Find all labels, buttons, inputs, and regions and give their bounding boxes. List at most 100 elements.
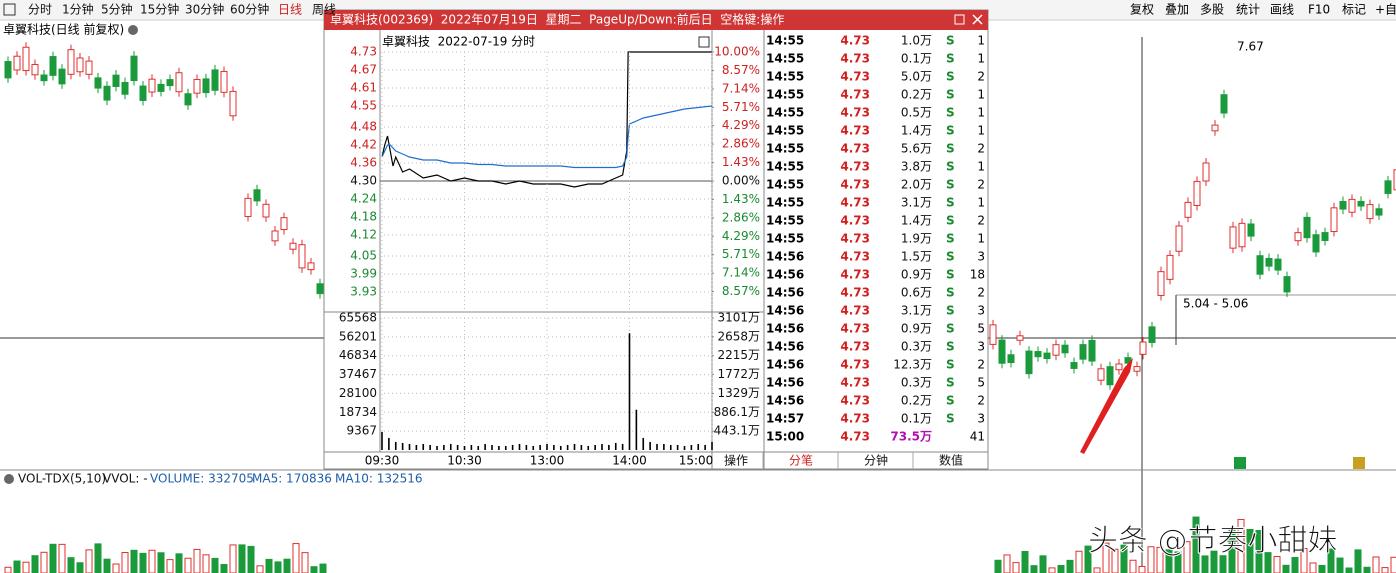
volume-bar <box>1381 567 1389 573</box>
trade-price: 4.73 <box>840 160 870 174</box>
trade-side: S <box>946 250 955 264</box>
candle-body <box>67 49 75 75</box>
toolbar-item[interactable]: 多股 <box>1200 3 1224 17</box>
tab[interactable]: 分笔 <box>789 453 813 468</box>
volume-bar <box>711 441 713 450</box>
x-tick-label: 15:00 <box>679 454 714 468</box>
y-tick-label: 3.93 <box>350 285 377 299</box>
candle-body <box>40 74 48 82</box>
volume-header-item: MA5: 170836 <box>252 472 332 486</box>
panel-icon[interactable] <box>698 36 710 48</box>
toolbar-item[interactable]: +自 <box>1375 3 1396 17</box>
tab[interactable]: 操作 <box>724 453 748 468</box>
volume-bar <box>292 543 300 573</box>
y2-tick-label: 1.43% <box>722 155 760 169</box>
volume-bar <box>1345 567 1353 573</box>
candle-body <box>121 81 129 95</box>
toolbar-item[interactable]: 1分钟 <box>62 2 94 17</box>
tab[interactable]: 分钟 <box>864 453 888 468</box>
volume-bar <box>1237 518 1245 573</box>
dropdown-icon[interactable] <box>128 25 138 35</box>
volume-bar <box>1057 565 1065 573</box>
y2-tick-label: 7.14% <box>722 81 760 95</box>
tab[interactable]: 数值 <box>939 453 963 468</box>
volume-bar <box>1309 562 1317 573</box>
candle-body <box>1303 216 1311 239</box>
volume-bar <box>112 563 120 573</box>
dropdown-icon[interactable] <box>4 474 14 484</box>
trade-time: 14:55 <box>766 70 804 84</box>
trade-count: 1 <box>977 124 985 138</box>
candle-body <box>76 57 84 73</box>
volume-bar <box>40 551 48 573</box>
toolbar-item[interactable]: 15分钟 <box>140 2 179 17</box>
trade-count: 5 <box>977 376 985 390</box>
volume-bar <box>238 544 246 573</box>
toolbar-item[interactable]: 日线 <box>278 3 302 17</box>
candle-body <box>1274 258 1282 271</box>
volume-bar <box>422 443 425 450</box>
volume-bar <box>690 444 693 450</box>
volume-bar <box>532 445 535 450</box>
trade-price: 4.73 <box>840 430 870 444</box>
toolbar-item[interactable]: 复权 <box>1130 3 1154 17</box>
candle-body <box>1283 276 1291 293</box>
trade-price: 4.73 <box>840 178 870 192</box>
volume-bar <box>697 443 700 450</box>
volume-bar <box>184 557 192 573</box>
volume-bar <box>4 566 12 573</box>
candle-body <box>1166 254 1174 280</box>
toolbar-item[interactable]: 标记 <box>1342 3 1366 17</box>
trade-count: 2 <box>977 178 985 192</box>
toolbar-item[interactable]: 统计 <box>1236 3 1260 17</box>
x-tick-label: 09:30 <box>365 454 400 468</box>
toolbar-item[interactable]: F10 <box>1308 3 1330 17</box>
close-button[interactable] <box>972 14 983 25</box>
toolbar-item[interactable]: 分时 <box>28 3 52 17</box>
trade-volume: 1.4万 <box>901 214 932 228</box>
candle-body <box>1312 234 1320 253</box>
trade-time: 14:55 <box>766 124 804 138</box>
volume-bar <box>642 437 645 450</box>
toolbar-item[interactable]: 画线 <box>1270 3 1294 17</box>
toolbar-item[interactable]: 叠加 <box>1165 3 1189 17</box>
chart-title: 卓翼科技 2022-07-19 分时 <box>382 35 535 49</box>
trade-side: S <box>946 214 955 228</box>
toolbar-item[interactable]: 5分钟 <box>101 2 133 17</box>
trade-count: 2 <box>977 142 985 156</box>
trade-price: 4.73 <box>840 394 870 408</box>
trade-volume: 0.2万 <box>901 394 932 408</box>
toolbar-icon[interactable] <box>3 3 16 16</box>
trade-price: 4.73 <box>840 322 870 336</box>
volume-bar <box>1030 565 1038 573</box>
volume-bar <box>1318 564 1326 573</box>
maximize-button[interactable] <box>954 14 965 25</box>
candle-body <box>1384 180 1392 194</box>
trade-count: 1 <box>977 232 985 246</box>
trade-price: 4.73 <box>840 196 870 210</box>
volume-bar <box>121 552 129 573</box>
y-tick-label: 4.24 <box>350 192 377 206</box>
candle-body <box>31 64 39 76</box>
candle-body <box>1330 207 1338 233</box>
toolbar-item[interactable]: 周线 <box>312 3 336 17</box>
trade-volume: 5.6万 <box>901 142 932 156</box>
volume-bar <box>704 444 706 450</box>
trade-time: 14:55 <box>766 88 804 102</box>
volume-bar <box>1327 548 1335 573</box>
volume-bar <box>518 443 521 450</box>
y-tick-label: 4.18 <box>350 210 377 224</box>
volume-bar <box>220 563 228 573</box>
volume-header-item: VOL-TDX(5,10) <box>18 472 106 486</box>
y-tick-label: 4.61 <box>350 81 377 95</box>
volume-bar <box>669 444 672 450</box>
candle-body <box>307 262 315 271</box>
toolbar-item[interactable]: 30分钟 <box>185 2 224 17</box>
volume-bar <box>994 559 1002 573</box>
toolbar-item[interactable]: 60分钟 <box>230 2 269 17</box>
volume-bar <box>415 444 418 450</box>
trade-side: S <box>946 376 955 390</box>
trade-side: S <box>946 124 955 138</box>
volume-bar <box>1147 546 1155 573</box>
trade-volume: 0.9万 <box>901 268 932 282</box>
